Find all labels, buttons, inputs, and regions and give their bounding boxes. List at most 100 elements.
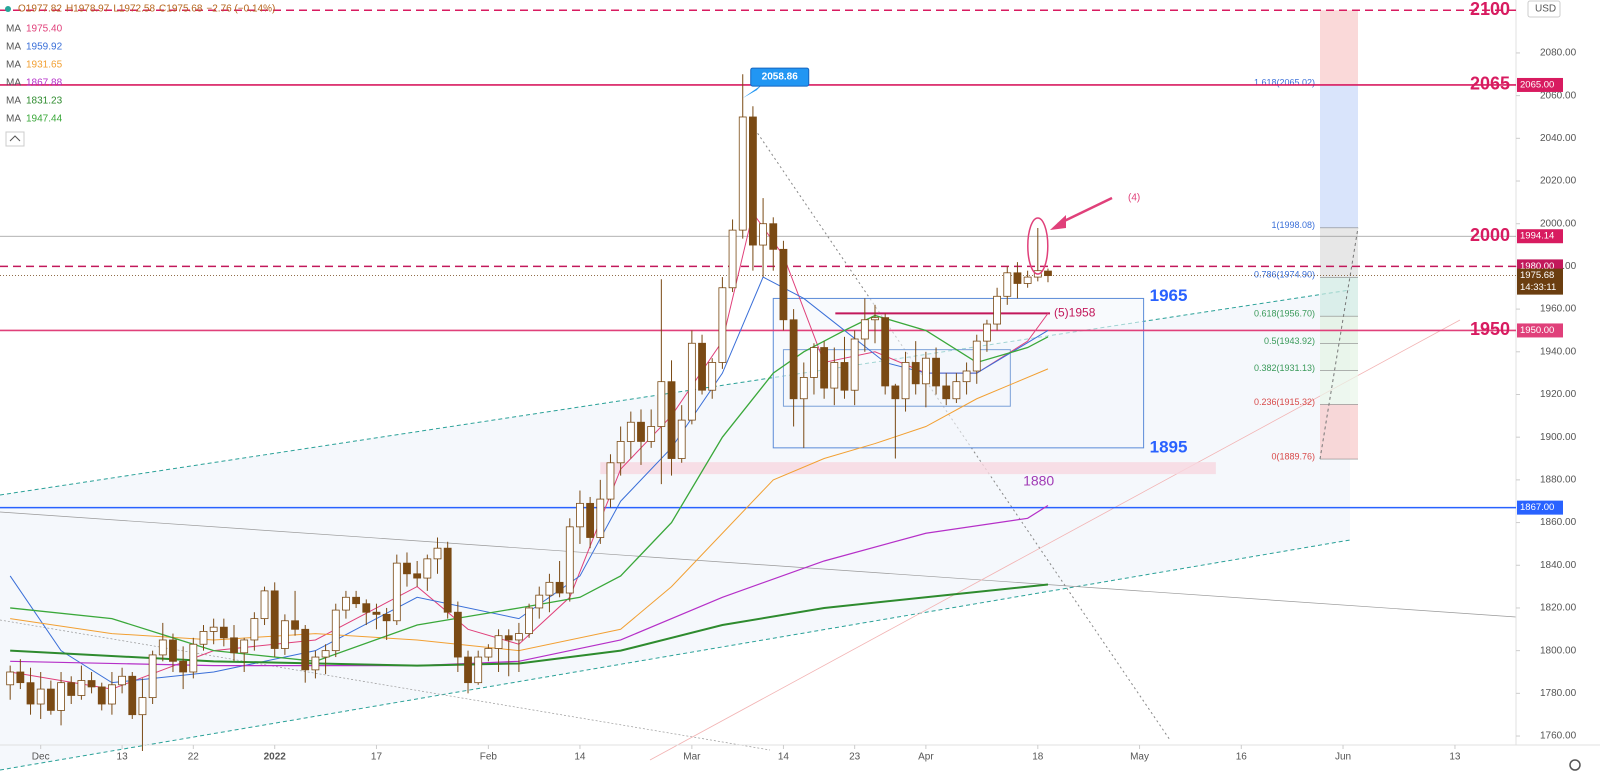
candle-body [16,671,25,684]
candle-body [769,223,778,250]
y-tick-label: 1760.00 [1540,731,1577,742]
candle-body [331,609,340,652]
x-tick-label: 13 [117,752,129,763]
countdown: 14:33:11 [1520,282,1556,293]
candle-body [453,611,462,658]
candle-body [189,643,198,673]
collapse-icon [9,135,21,142]
candle-body [128,675,137,716]
y-tick-label: 1940.00 [1540,346,1577,357]
candle-body [362,603,371,613]
candle-body [759,223,767,246]
moving-average [10,368,1049,652]
candle-body [657,381,666,427]
highlight-ellipse [1027,217,1049,275]
settings-icon[interactable] [1569,759,1581,771]
candle-body [352,596,361,605]
candle-body [555,581,564,594]
candle-body [118,675,126,686]
currency-button[interactable] [1527,0,1561,18]
candle-body [57,682,65,711]
box-top-label: 1965 [1150,286,1188,305]
y-tick-label: 1880.00 [1540,475,1577,486]
candle-body [962,370,971,383]
band-label: 1880 [1023,473,1054,489]
price-tag-label: 1994.14 [1520,231,1554,242]
legend-name: MA [6,24,21,35]
price-tag-label: 1867.00 [1520,502,1554,513]
candle-body [484,648,493,658]
candle-body [840,362,849,391]
fib-label: 1.618(2065.02) [1254,77,1315,87]
candle-body [535,594,544,609]
x-tick-label: Apr [918,752,934,763]
legend-name: MA [6,114,21,125]
target-label: (5)1958 [1054,306,1096,320]
x-tick-label: 18 [1032,752,1044,763]
price-tag [1517,77,1563,92]
legend-value: 1931.65 [26,60,63,71]
candle-body [1044,270,1052,277]
candle-body [250,618,259,641]
candle-body [504,635,513,641]
candle-body [230,637,238,654]
candle-body [637,421,645,442]
support-band [600,462,1216,475]
price-tag-label: 1980.00 [1520,261,1554,272]
candle-body [860,319,869,340]
x-tick-label: 13 [1449,752,1461,763]
candle-body [749,116,757,246]
x-tick-label: Dec [32,752,50,763]
candle-body [6,671,15,686]
y-tick-label: 1860.00 [1540,517,1577,528]
candle-body [586,502,595,538]
arrow-head [1050,215,1066,230]
ohlc-value: L1972.58 [113,4,155,15]
candle-body [311,656,320,671]
candle-body [382,613,391,622]
y-tick-label: 1820.00 [1540,603,1577,614]
legend-name: MA [6,42,21,53]
candle-body [108,684,116,705]
candle-body [494,635,503,649]
candle-body [46,688,55,711]
candle-body [830,362,839,389]
candle-body [179,660,188,673]
price-tag-label: 1950.00 [1520,325,1554,336]
candle-body [280,620,289,649]
x-tick-label: 23 [849,752,861,763]
trend-line [0,539,1351,771]
callout-label: 2058.86 [762,72,799,83]
candle-body [433,547,442,560]
candle-body [138,697,147,716]
candle-body [810,347,818,378]
y-tick-label: 2000.00 [1540,218,1577,229]
currency: USD [1535,4,1556,15]
candle-body [932,357,940,387]
x-tick-label: 22 [188,752,200,763]
candle-body [871,317,879,321]
candle-body [1003,272,1012,297]
fib-zone [1320,227,1358,278]
ohlc-value: O1977.82 [18,4,62,15]
candle-body [240,639,249,654]
collapse-button[interactable] [5,131,25,147]
y-tick-label: 2040.00 [1540,133,1577,144]
box-bottom-label: 1895 [1150,437,1188,456]
y-tick-label: 1960.00 [1540,304,1577,315]
ohlc-value: −2.76 (−0.14%) [206,4,275,15]
candle-body [158,639,167,656]
candle-body [738,116,747,231]
candle-body [87,680,96,688]
candle-body [36,688,45,705]
price-tag [1517,268,1563,295]
y-tick-label: 1900.00 [1540,432,1577,443]
y-tick-label: 2080.00 [1540,48,1577,59]
candle-body [97,686,106,705]
ohlc-value: H1978.97 [66,4,110,15]
candle-body [372,611,381,615]
fib-zone [1320,277,1358,317]
plot: 1760.00 1780.00 1800.00 1820.00 1840.00 1860.… [0,0,1577,763]
candle-body [565,526,574,594]
